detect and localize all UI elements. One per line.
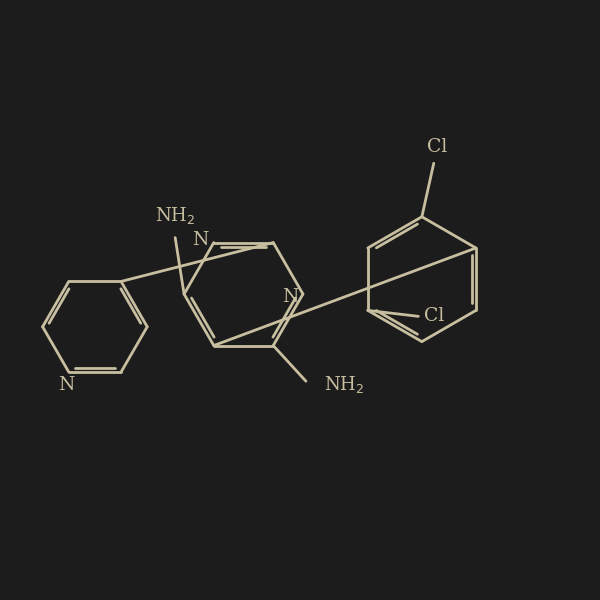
Text: N: N <box>193 230 209 248</box>
Text: NH$_2$: NH$_2$ <box>324 374 364 395</box>
Text: Cl: Cl <box>424 307 445 325</box>
Text: N: N <box>282 288 298 306</box>
Text: N: N <box>58 376 74 394</box>
Text: NH$_2$: NH$_2$ <box>155 205 196 226</box>
Text: Cl: Cl <box>427 138 447 156</box>
